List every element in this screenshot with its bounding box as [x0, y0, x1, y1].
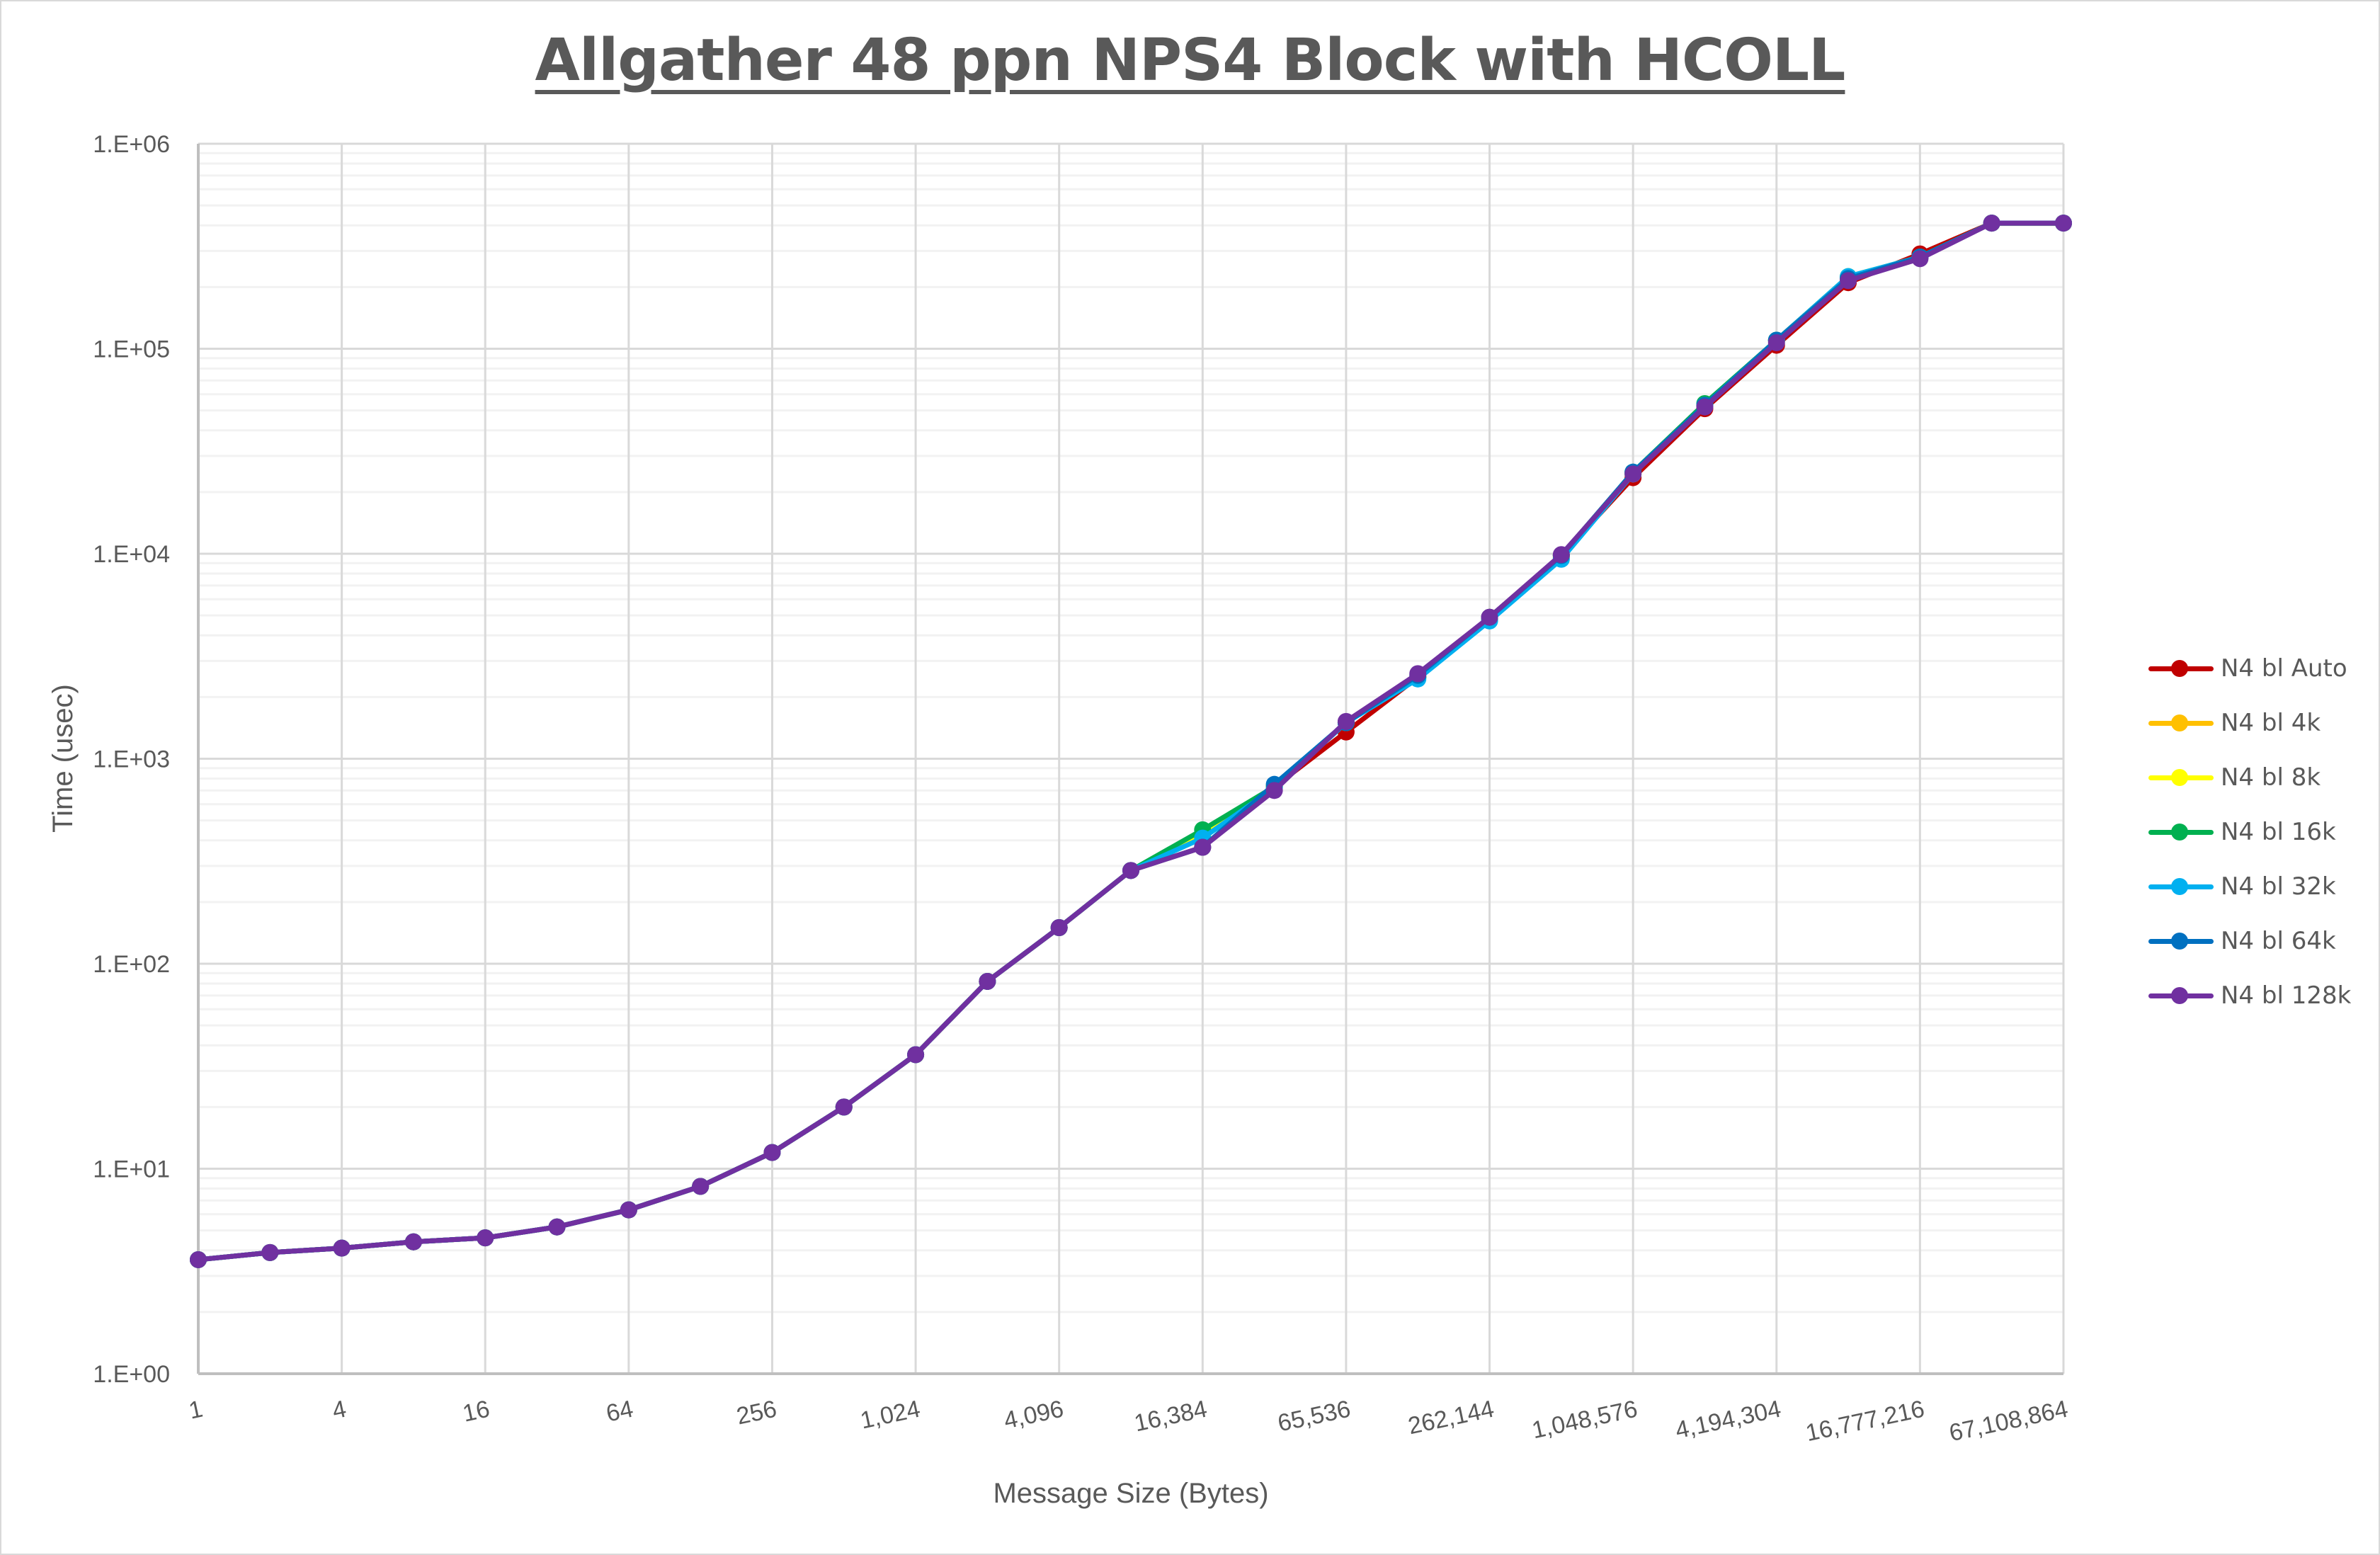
x-tick-label: 4,096 [1001, 1396, 1066, 1435]
legend-label: N4 bl 128k [2221, 981, 2352, 1010]
legend-dot [2171, 714, 2188, 731]
x-tick-label: 64 [604, 1396, 636, 1428]
legend-label: N4 bl Auto [2221, 654, 2347, 683]
data-point [548, 1218, 566, 1236]
line-marker-icon [2146, 821, 2214, 843]
data-point [1337, 712, 1355, 730]
data-point [692, 1178, 710, 1195]
x-tick-label: 1,048,576 [1530, 1396, 1640, 1445]
x-tick-label: 1 [186, 1396, 205, 1425]
line-marker-icon [2146, 767, 2214, 788]
legend-item[interactable]: N4 bl 128k [2146, 968, 2351, 1023]
data-point [1050, 919, 1068, 937]
gridlines [197, 142, 2065, 1375]
data-point [1265, 782, 1283, 799]
legend-item[interactable]: N4 bl Auto [2146, 641, 2351, 695]
legend-item[interactable]: N4 bl 64k [2146, 913, 2351, 968]
legend-label: N4 bl 32k [2221, 872, 2336, 901]
series-n4-bl-auto [190, 215, 2072, 1268]
legend-dot [2171, 877, 2188, 895]
data-point [2055, 215, 2072, 232]
legend-label: N4 bl 4k [2221, 708, 2321, 737]
series-n4-bl-16k [190, 215, 2072, 1268]
x-tick-label: 65,536 [1275, 1396, 1353, 1437]
data-point [835, 1098, 853, 1116]
legend: N4 bl Auto N4 bl 4k N4 bl 8k N4 bl 16k N… [2146, 641, 2351, 1023]
data-point [1911, 250, 1929, 268]
x-tick-label: 16,384 [1132, 1396, 1209, 1437]
data-point [763, 1144, 781, 1161]
x-tick-label: 4,194,304 [1673, 1396, 1784, 1445]
data-point [1696, 398, 1714, 416]
legend-dot [2171, 768, 2188, 786]
data-point [1840, 272, 1857, 290]
data-point [1409, 665, 1427, 683]
data-point [261, 1243, 279, 1261]
y-tick-label: 1.E+02 [93, 951, 170, 978]
legend-item[interactable]: N4 bl 8k [2146, 750, 2351, 804]
series-n4-bl-64k [190, 215, 2072, 1268]
data-point [190, 1251, 207, 1268]
data-point [1481, 608, 1498, 626]
data-point [979, 972, 996, 990]
legend-label: N4 bl 8k [2221, 763, 2321, 792]
series-n4-bl-4k [190, 215, 2072, 1268]
line-marker-icon [2146, 985, 2214, 1006]
x-tick-label: 256 [734, 1396, 779, 1430]
x-tick-label: 16,777,216 [1804, 1396, 1927, 1447]
data-point [620, 1201, 637, 1219]
x-tick-label: 4 [330, 1396, 348, 1425]
data-point [1624, 465, 1642, 483]
x-tick-label: 16 [460, 1396, 492, 1428]
x-tick-label: 1,024 [858, 1396, 923, 1435]
data-point [333, 1239, 351, 1257]
line-marker-icon [2146, 930, 2214, 952]
series-n4-bl-128k [190, 215, 2072, 1268]
data-point [907, 1046, 925, 1064]
x-axis-ticks: 1 4 16 64 256 1,024 4,096 16,384 65,536 262,144 1,… [186, 1396, 2070, 1447]
series-n4-bl-32k [190, 215, 2072, 1268]
x-axis-title: Message Size (Bytes) [993, 1478, 1268, 1509]
series-lines [190, 215, 2072, 1268]
data-point [1767, 334, 1785, 351]
legend-item[interactable]: N4 bl 4k [2146, 695, 2351, 750]
y-tick-label: 1.E+00 [93, 1361, 170, 1388]
legend-label: N4 bl 64k [2221, 926, 2336, 955]
legend-dot [2171, 823, 2188, 841]
data-point [1122, 862, 1139, 879]
y-tick-label: 1.E+05 [93, 336, 170, 363]
x-tick-label: 262,144 [1406, 1396, 1496, 1440]
y-tick-label: 1.E+04 [93, 541, 170, 568]
y-tick-label: 1.E+01 [93, 1156, 170, 1183]
y-axis-title: Time (usec) [47, 684, 79, 833]
legend-dot [2171, 986, 2188, 1004]
data-point [1194, 838, 1212, 856]
line-marker-icon [2146, 712, 2214, 734]
data-point [404, 1233, 422, 1251]
series-n4-bl-8k [190, 215, 2072, 1268]
legend-dot [2171, 659, 2188, 677]
y-axis-ticks: 1.E+00 1.E+01 1.E+02 1.E+03 1.E+04 1.E+05 1.E+… [93, 131, 170, 1388]
legend-item[interactable]: N4 bl 16k [2146, 804, 2351, 859]
chart-title: Allgather 48 ppn NPS4 Block with HCOLL [535, 27, 1846, 94]
line-marker-icon [2146, 876, 2214, 897]
data-point [1552, 546, 1570, 564]
data-point [477, 1229, 494, 1247]
data-point [1983, 215, 2000, 232]
line-marker-icon [2146, 658, 2214, 679]
y-tick-label: 1.E+03 [93, 746, 170, 773]
legend-label: N4 bl 16k [2221, 817, 2336, 846]
legend-dot [2171, 932, 2188, 950]
x-tick-label: 67,108,864 [1947, 1396, 2070, 1447]
legend-item[interactable]: N4 bl 32k [2146, 859, 2351, 913]
y-tick-label: 1.E+06 [93, 131, 170, 158]
